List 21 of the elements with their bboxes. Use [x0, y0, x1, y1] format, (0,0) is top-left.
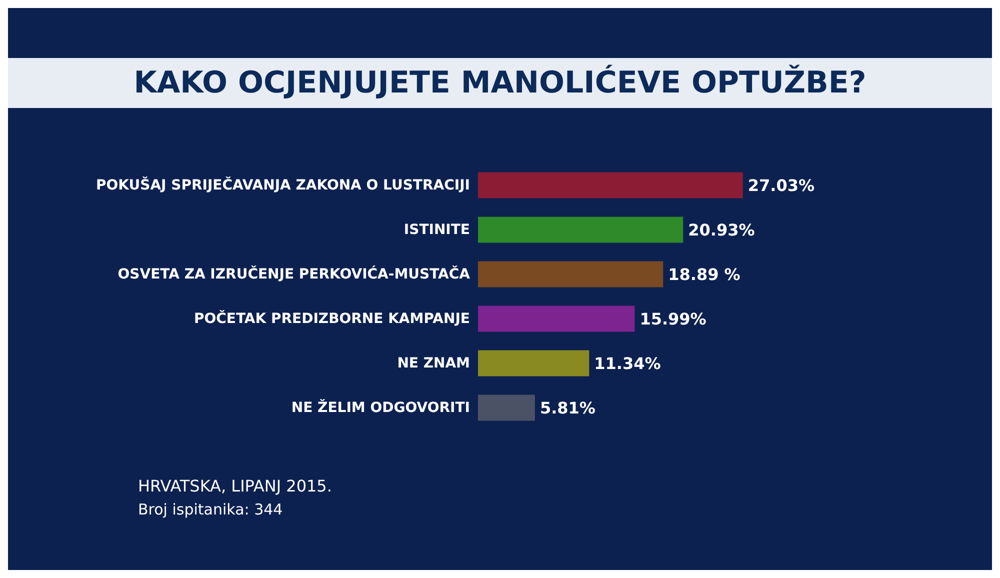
y-tick-label: NE ŽELIM ODGOVORITI [291, 398, 470, 416]
text: HRVATSKA, LIPANJ 2015. [138, 476, 332, 496]
chart-title: KAKO OCJENJUJETE MANOLIĆEVE OPTUŽBE? [134, 64, 866, 100]
data-label: 27.03% [748, 176, 815, 195]
bar [478, 261, 664, 288]
text: Broj ispitanika: 344 [138, 500, 283, 518]
data-label: 5.81% [540, 398, 596, 418]
bar [478, 350, 590, 376]
data-label: 11.34% [594, 354, 661, 373]
data-label: 15.99% [640, 309, 706, 328]
y-tick-label: POČETAK PREDIZBORNE KAMPANJE [194, 310, 470, 327]
bar [478, 216, 684, 243]
y-tick-label: ISTINITE [404, 222, 470, 238]
bar [478, 172, 743, 198]
bar [478, 306, 635, 332]
y-tick-label: NE ZNAM [397, 355, 470, 372]
data-label: 18.89 % [668, 264, 740, 284]
y-tick-label: OSVETA ZA IZRUČENJE PERKOVIĆA-MUSTAČA [118, 265, 470, 282]
bar [478, 394, 535, 421]
y-tick-label: POKUŠAJ SPRIJEČAVANJA ZAKONA O LUSTRACIJI [96, 176, 470, 194]
data-label: 20.93% [688, 220, 755, 240]
